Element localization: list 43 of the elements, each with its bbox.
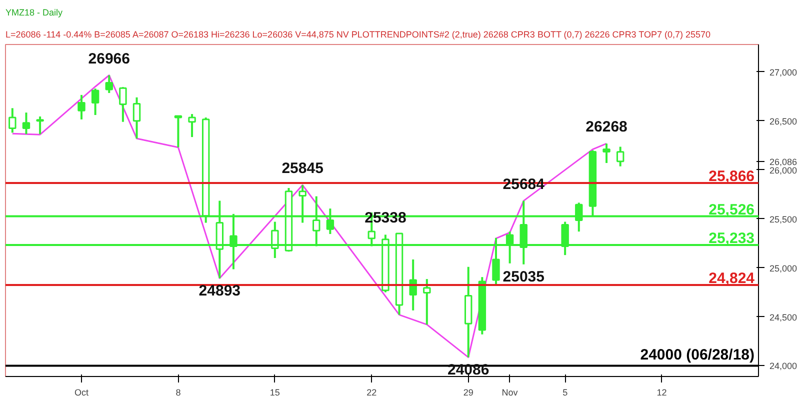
y-tick-label: 26,086 [770,156,798,167]
candlestick [188,113,196,138]
candlestick [409,258,417,312]
ref-line-label: 25,526 [708,201,755,218]
candlestick [119,86,127,123]
candlestick [78,94,86,120]
candlestick [174,114,182,148]
y-tick-label: 24,000 [770,361,798,372]
ref-line-label: 25,233 [708,230,755,247]
candlestick [105,74,113,94]
candlestick [36,115,44,136]
annotation: 25035 [502,268,544,286]
x-tick-label: Nov [502,388,518,398]
x-tick-label: 15 [270,388,280,398]
chart-title: YMZ18 - Daily [6,8,64,18]
candlestick [22,112,30,136]
y-tick-label: 27,000 [770,67,798,78]
y-tick-label: 25,500 [770,214,798,224]
ref-line-label: 25,866 [708,168,755,185]
annotation: 25845 [282,160,324,178]
y-tick-label: 26,500 [770,116,798,126]
candlestick [602,142,610,164]
ref-line-label: 24000 (06/28/18) [640,346,755,364]
x-tick-label: 5 [562,388,568,398]
candlestick [8,107,16,134]
x-tick-label: 8 [176,388,181,398]
candlestick [91,88,100,116]
annotation: 26268 [586,118,628,136]
y-tick-label: 25,000 [770,263,798,274]
x-tick-label: 29 [463,388,474,398]
y-tick-label: 24,500 [770,312,798,322]
x-tick-label: 12 [656,388,667,398]
ref-line-label: 24,824 [708,270,756,288]
y-tick-label: 26,000 [770,165,798,176]
annotation: 26966 [88,50,130,68]
candlestick [132,96,141,140]
x-tick-label: Oct [74,388,89,398]
chart-subtitle: L=26086 -114 -0.44% B=26085 A=26087 O=26183 Hi=26236 Lo=26036 V=44,875 NV PLOTTRENDPOINTS#2 (2,true) 26268 CPR3 BOTT (0,7) 26226 CPR3 TOP7 (0,7) 25570 [6,30,711,40]
x-tick-label: 22 [366,388,377,398]
annotation: 24086 [447,361,490,378]
candlestick [616,146,624,168]
candlestick [423,278,431,326]
annotation: 24893 [198,282,241,300]
